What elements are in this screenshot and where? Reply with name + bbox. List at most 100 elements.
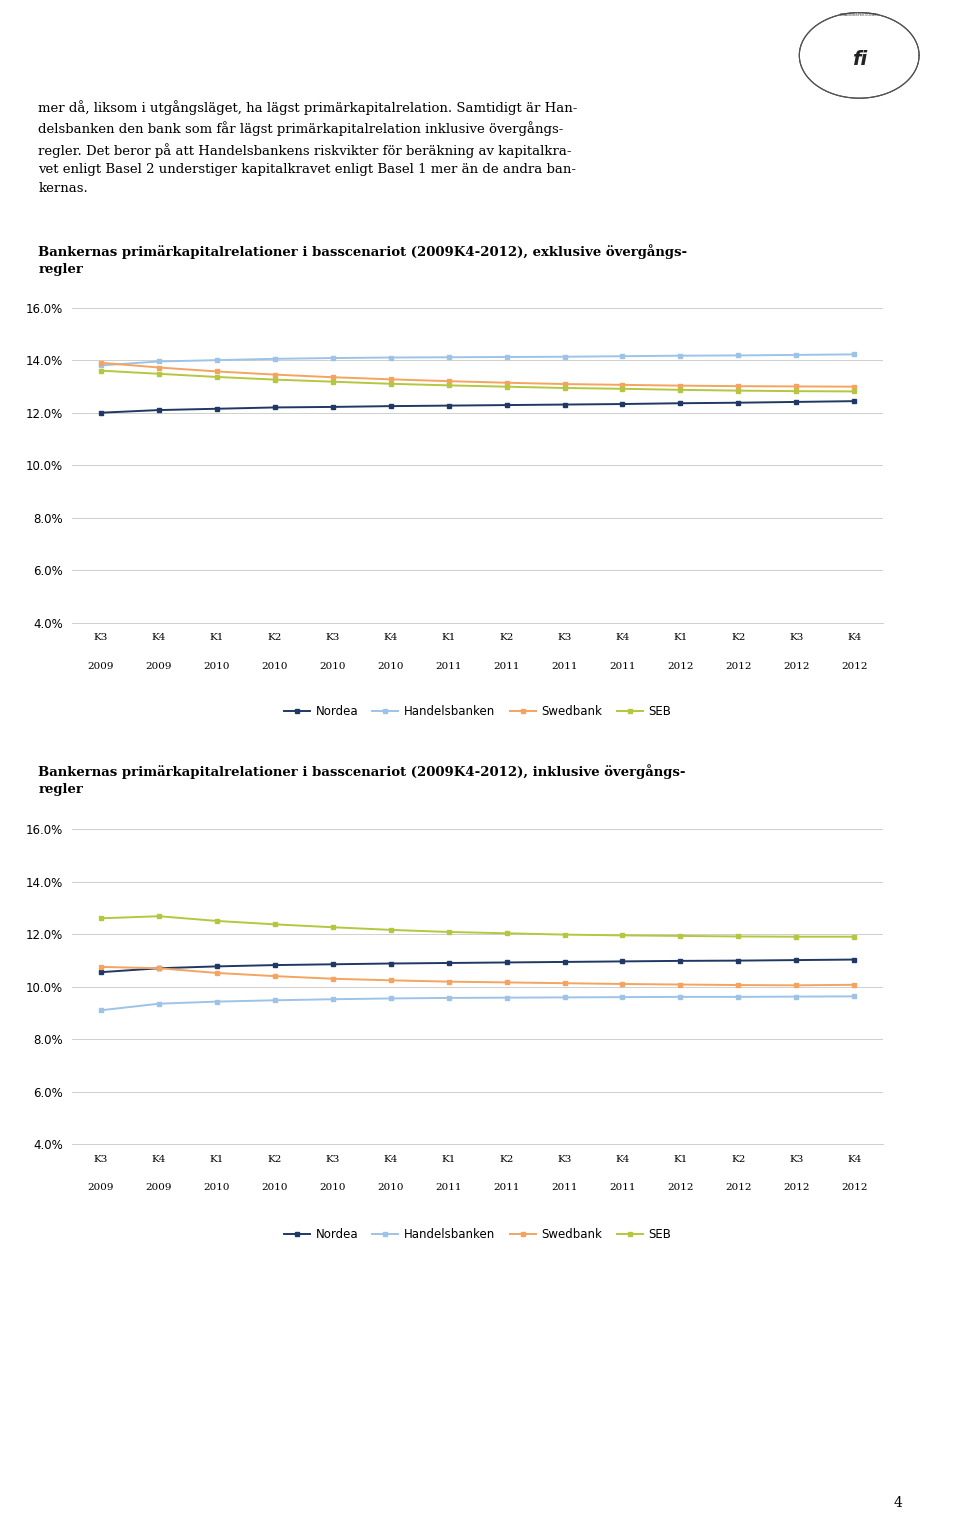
Line: Swedbank: Swedbank	[99, 360, 856, 389]
Handelsbanken	[385, 348, 396, 366]
Swedbank	[616, 975, 628, 994]
Text: 2012: 2012	[725, 1183, 752, 1192]
Swedbank	[269, 366, 280, 384]
Swedbank	[732, 377, 744, 395]
Text: K2: K2	[268, 634, 282, 643]
Swedbank	[675, 975, 686, 994]
Text: Bankernas primärkapitalrelationer i basscenariot (2009K4-2012), inklusive övergå: Bankernas primärkapitalrelationer i bass…	[38, 764, 685, 797]
Handelsbanken	[95, 357, 107, 375]
Handelsbanken	[501, 989, 513, 1007]
Text: 2012: 2012	[667, 661, 694, 671]
Swedbank	[559, 375, 570, 394]
SEB	[385, 375, 396, 394]
Text: 2009: 2009	[87, 661, 114, 671]
Text: 2011: 2011	[551, 1183, 578, 1192]
Swedbank	[501, 974, 513, 992]
Text: K2: K2	[268, 1155, 282, 1164]
Handelsbanken	[559, 989, 570, 1007]
Handelsbanken	[443, 989, 454, 1007]
Text: 2011: 2011	[436, 1183, 462, 1192]
Nordea	[95, 963, 107, 981]
Handelsbanken	[790, 987, 802, 1006]
Text: 2010: 2010	[320, 1183, 346, 1192]
Nordea	[675, 952, 686, 970]
Handelsbanken	[675, 346, 686, 365]
Handelsbanken	[385, 989, 396, 1007]
Text: K3: K3	[94, 634, 108, 643]
Nordea	[732, 952, 744, 970]
SEB	[211, 912, 223, 930]
Nordea	[385, 397, 396, 415]
Text: 2012: 2012	[667, 1183, 694, 1192]
Text: 2012: 2012	[783, 661, 809, 671]
Text: mer då, liksom i utgångsläget, ha lägst primärkapitalrelation. Samtidigt är Han-: mer då, liksom i utgångsläget, ha lägst …	[38, 100, 578, 195]
Line: Nordea: Nordea	[99, 398, 856, 415]
Swedbank	[616, 375, 628, 394]
SEB	[95, 361, 107, 380]
Text: FINANSINSPEKTIONEN: FINANSINSPEKTIONEN	[840, 14, 878, 17]
SEB	[269, 915, 280, 934]
Swedbank	[732, 975, 744, 994]
Text: 2009: 2009	[87, 1183, 114, 1192]
SEB	[675, 380, 686, 398]
Text: fi: fi	[852, 51, 867, 69]
Nordea	[443, 954, 454, 972]
Nordea	[790, 392, 802, 411]
Nordea	[849, 392, 860, 411]
Nordea	[501, 395, 513, 414]
Nordea	[327, 955, 339, 974]
Text: K1: K1	[442, 634, 456, 643]
Nordea	[790, 950, 802, 969]
Swedbank	[385, 970, 396, 989]
SEB	[154, 365, 165, 383]
Text: 2011: 2011	[551, 661, 578, 671]
Handelsbanken	[849, 345, 860, 363]
SEB	[616, 380, 628, 398]
Handelsbanken	[327, 990, 339, 1009]
SEB	[269, 371, 280, 389]
Text: 2010: 2010	[204, 1183, 230, 1192]
Handelsbanken	[559, 348, 570, 366]
SEB	[675, 927, 686, 946]
Swedbank	[154, 358, 165, 377]
Text: K4: K4	[152, 1155, 166, 1164]
SEB	[327, 372, 339, 391]
Handelsbanken	[95, 1001, 107, 1020]
Text: 4: 4	[894, 1496, 902, 1510]
Swedbank	[443, 972, 454, 990]
Text: 2012: 2012	[725, 661, 752, 671]
Text: 2009: 2009	[146, 1183, 172, 1192]
SEB	[154, 907, 165, 926]
Nordea	[616, 952, 628, 970]
Swedbank	[849, 975, 860, 994]
Swedbank	[559, 974, 570, 992]
Nordea	[616, 395, 628, 414]
Swedbank	[327, 969, 339, 987]
Handelsbanken	[154, 995, 165, 1014]
SEB	[616, 926, 628, 944]
Handelsbanken	[269, 990, 280, 1009]
SEB	[849, 381, 860, 400]
Handelsbanken	[269, 349, 280, 368]
Swedbank	[790, 977, 802, 995]
Swedbank	[95, 354, 107, 372]
Text: Bankernas primärkapitalrelationer i basscenariot (2009K4-2012), exklusive övergå: Bankernas primärkapitalrelationer i bass…	[38, 245, 687, 277]
Nordea	[211, 400, 223, 418]
Circle shape	[800, 12, 919, 98]
Text: K3: K3	[789, 1155, 804, 1164]
Handelsbanken	[211, 992, 223, 1010]
Nordea	[269, 398, 280, 417]
Swedbank	[385, 371, 396, 389]
Text: 2011: 2011	[493, 1183, 519, 1192]
Line: Swedbank: Swedbank	[99, 964, 856, 987]
Text: 2011: 2011	[610, 661, 636, 671]
Swedbank	[443, 372, 454, 391]
Handelsbanken	[616, 348, 628, 366]
Nordea	[154, 960, 165, 978]
SEB	[95, 909, 107, 927]
Nordea	[675, 394, 686, 412]
Swedbank	[790, 377, 802, 395]
Text: K4: K4	[152, 634, 166, 643]
Text: K1: K1	[673, 634, 687, 643]
Handelsbanken	[211, 351, 223, 369]
